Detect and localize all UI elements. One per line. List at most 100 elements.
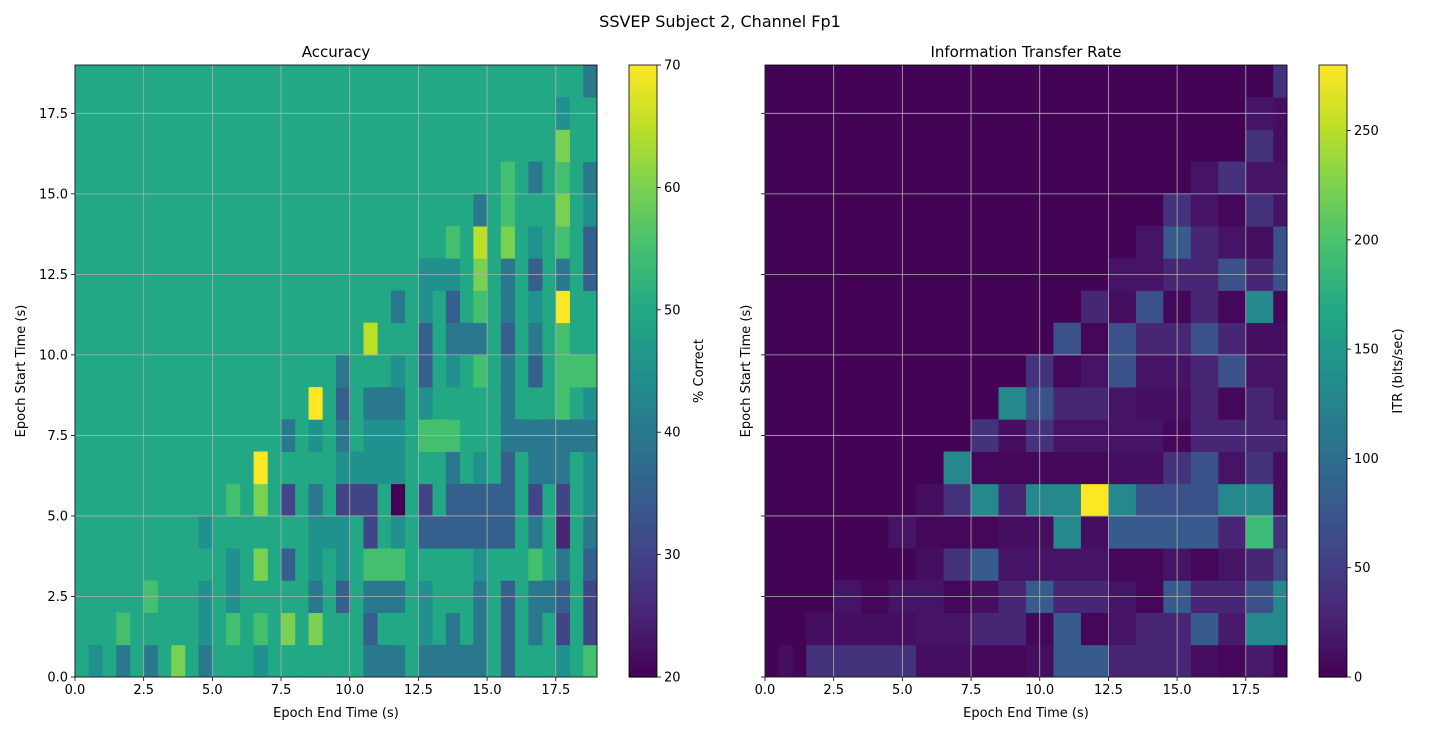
colorbar-band (629, 426, 657, 433)
colorbar-band (629, 456, 657, 464)
colorbar-band (629, 138, 657, 146)
heatmap-cell (555, 161, 570, 195)
colorbar-band (629, 273, 657, 280)
colorbar-band (1319, 224, 1347, 231)
colorbar-band (629, 462, 657, 470)
colorbar-band (1319, 113, 1347, 121)
colorbar-band (1319, 444, 1347, 452)
heatmap-cell (1080, 612, 1109, 646)
colorbar-band (1319, 340, 1347, 348)
heatmap-cell (916, 548, 944, 581)
heatmap-cell (473, 548, 488, 581)
heatmap-cell (555, 129, 570, 163)
heatmap-cell (500, 193, 515, 227)
axes-title: Accuracy (302, 43, 371, 61)
colorbar-band (629, 670, 657, 678)
heatmap-cell (418, 387, 433, 420)
heatmap-cell (583, 226, 598, 259)
heatmap-cell (1108, 644, 1192, 678)
colorbar-band (1319, 193, 1347, 201)
heatmap-cell (418, 322, 433, 356)
colorbar-band (1319, 328, 1347, 335)
heatmap-cell (528, 322, 543, 356)
colorbar-band (629, 279, 657, 286)
heatmap-cell (226, 483, 241, 517)
heatmap-cell (1135, 290, 1164, 324)
colorbar-band (1319, 487, 1347, 494)
heatmap-cell (1190, 451, 1219, 485)
colorbar-band (629, 218, 657, 225)
colorbar-band (629, 285, 657, 293)
colorbar-band (629, 358, 657, 366)
heatmap-cell (418, 483, 433, 517)
heatmap-cell (226, 548, 241, 581)
colorbar-band (1319, 401, 1347, 409)
x-tick-label: 12.5 (404, 683, 433, 698)
x-tick-label: 7.5 (961, 683, 982, 698)
colorbar-band (1319, 169, 1347, 176)
heatmap-cell (500, 161, 515, 195)
colorbar-band (629, 499, 657, 507)
colorbar-band (1319, 291, 1347, 299)
colorbar-band (1319, 242, 1347, 250)
colorbar-band (629, 340, 657, 348)
colorbar-band (1319, 646, 1347, 654)
heatmap-cell (583, 322, 598, 356)
heatmap-cell (1053, 322, 1082, 356)
colorbar-band (1319, 542, 1347, 550)
heatmap-cell (390, 322, 406, 356)
heatmap-cell (445, 322, 488, 356)
colorbar-tick-label: 70 (664, 59, 681, 74)
heatmap-cell (971, 644, 1027, 678)
heatmap-cell (1218, 612, 1247, 646)
heatmap-cell (500, 226, 515, 259)
heatmap-cell (861, 612, 917, 646)
colorbar-band (629, 646, 657, 654)
heatmap-cell (418, 290, 433, 324)
colorbar-band (629, 377, 657, 384)
heatmap-cell (500, 644, 515, 678)
colorbar-band (1319, 236, 1347, 244)
colorbar-band (1319, 475, 1347, 482)
colorbar-band (1319, 144, 1347, 152)
heatmap-cell (528, 161, 543, 195)
colorbar-band (629, 364, 657, 372)
colorbar-band (629, 242, 657, 250)
y-tick-label: 12.5 (39, 268, 68, 283)
colorbar-band (629, 413, 657, 421)
colorbar-band (1319, 615, 1347, 623)
colorbar-band (1319, 297, 1347, 305)
heatmap-cell (473, 290, 488, 324)
heatmap-cell (171, 612, 186, 646)
heatmap-cell (555, 290, 570, 324)
heatmap-cell (1245, 451, 1274, 485)
heatmap-cell (418, 548, 461, 581)
heatmap-cell (1245, 644, 1274, 678)
heatmap-cell (473, 354, 488, 388)
axes-frame (764, 64, 1288, 678)
colorbar-band (1319, 107, 1347, 115)
heatmap-cell (445, 483, 515, 517)
heatmap-cell (363, 644, 406, 678)
heatmap-cell (1273, 548, 1288, 581)
heatmap-cell (1273, 129, 1288, 163)
colorbar-tick-label: 50 (1354, 561, 1371, 576)
heatmap-cell (998, 548, 1109, 581)
colorbar-band (1319, 426, 1347, 433)
colorbar-band (1319, 377, 1347, 384)
colorbar-band (629, 560, 657, 568)
colorbar-band (1319, 371, 1347, 378)
colorbar-band (629, 524, 657, 531)
colorbar-label: ITR (bits/sec) (1391, 328, 1406, 413)
heatmap-cell (528, 644, 543, 678)
colorbar-band (629, 591, 657, 599)
x-tick-label: 15.0 (1163, 683, 1192, 698)
x-tick-label: 5.0 (202, 683, 223, 698)
x-tick-label: 10.0 (335, 683, 364, 698)
heatmap-cell (336, 354, 351, 388)
colorbar-band (1319, 65, 1347, 72)
heatmap-cell (555, 612, 570, 646)
heatmap-cell (1245, 548, 1274, 581)
heatmap-cell (473, 226, 488, 259)
